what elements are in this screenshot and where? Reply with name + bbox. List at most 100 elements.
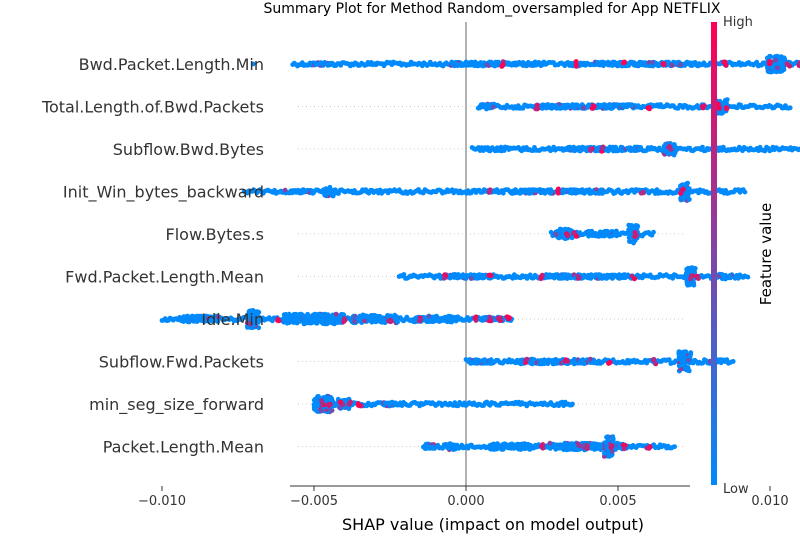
colorbar-low-label: Low [723,482,749,497]
shap-dot [686,61,692,67]
feature-dots [311,393,575,415]
shap-dot [297,188,303,194]
shap-dot [475,62,481,67]
shap-dot [362,318,367,324]
shap-dot [471,62,477,67]
shap-dot [571,361,577,367]
shap-dot-high [573,62,579,68]
shap-dot [629,223,634,228]
shap-dot-high [797,60,800,66]
shap-dot-high [680,186,686,192]
feature-dots [241,180,748,203]
shap-dot [518,447,524,452]
shap-dot [508,445,514,451]
shap-dot [476,359,482,364]
chart-title: Summary Plot for Method Random_oversampl… [264,1,721,17]
x-tick-label: 0.000 [447,494,484,509]
shap-dot [495,59,501,65]
shap-dot [700,144,705,150]
shap-dot-high [524,356,530,362]
shap-dot [690,60,695,66]
shap-dot [688,350,694,356]
shap-dot-high [565,358,571,364]
shap-dot [622,103,628,109]
shap-dot [601,450,607,456]
shap-dot-high [573,59,579,65]
shap-dot [636,146,642,151]
shap-dot [514,61,520,67]
shap-dot [314,320,320,326]
shap-dot [480,315,486,321]
shap-dot [689,266,695,272]
shap-dot [329,408,334,413]
shap-dot [588,356,593,362]
colorbar-high-label: High [723,15,753,30]
shap-dot-high [591,104,597,110]
shap-dot [458,61,464,67]
shap-dot [363,313,368,319]
shap-dot [324,315,330,321]
shap-dot [495,148,500,154]
shap-dot-high [784,61,790,67]
shap-dot [554,103,559,108]
shap-dot [487,103,492,108]
shap-dot-high [599,145,605,151]
shap-dot [528,359,534,364]
shap-dot-high [588,148,594,154]
shap-dot [452,61,458,66]
shap-dot [434,313,439,319]
feature-dots [475,97,793,116]
shap-dot [448,442,453,448]
shap-dot [545,102,551,107]
shap-dot-high [276,318,282,324]
shap-dot-high [723,105,729,111]
shap-dot [304,188,310,193]
shap-dot [627,147,633,153]
shap-dot [499,447,505,452]
shap-dot-high [337,399,343,405]
x-tick-label: 0.005 [599,494,636,509]
shap-dot [458,274,464,280]
shap-dot [307,61,313,67]
shap-dot-high [621,446,627,452]
colorbar-gradient [711,22,717,485]
shap-dot [627,230,632,236]
shap-dot [745,274,751,280]
feature-gridlines [298,63,686,447]
shap-dot [281,319,287,325]
shap-dot [651,229,656,235]
shap-dot [549,102,555,108]
shap-dot-high [621,59,627,65]
shap-dot-high [500,62,506,68]
shap-dot [426,313,432,319]
shap-dot [650,59,655,65]
shap-dot [467,360,473,365]
shap-dot [571,144,576,150]
shap-dot [387,402,392,407]
shap-dot [311,397,317,403]
shap-dot [600,273,606,279]
shap-dot [476,272,482,278]
shap-dot [670,142,676,148]
feature-dots [396,265,751,288]
shap-dot [510,189,515,195]
shap-dot [352,313,358,319]
shap-dot [672,444,677,450]
shap-dot [525,62,530,68]
shap-dot [694,63,700,69]
shap-dot [569,235,575,241]
shap-dot [314,61,320,67]
shap-dot [774,65,780,71]
shap-dot [583,274,589,279]
shap-dot [323,193,328,199]
shap-dot [383,400,388,406]
shap-dot-high [387,317,393,323]
feature-label: Subflow.Bwd.Bytes [113,140,264,159]
shap-dot [571,443,577,448]
shap-dot-high [647,444,653,450]
shap-dot [531,63,537,68]
shap-dot [609,449,615,454]
shap-dot [773,57,779,63]
shap-dot [482,357,487,362]
